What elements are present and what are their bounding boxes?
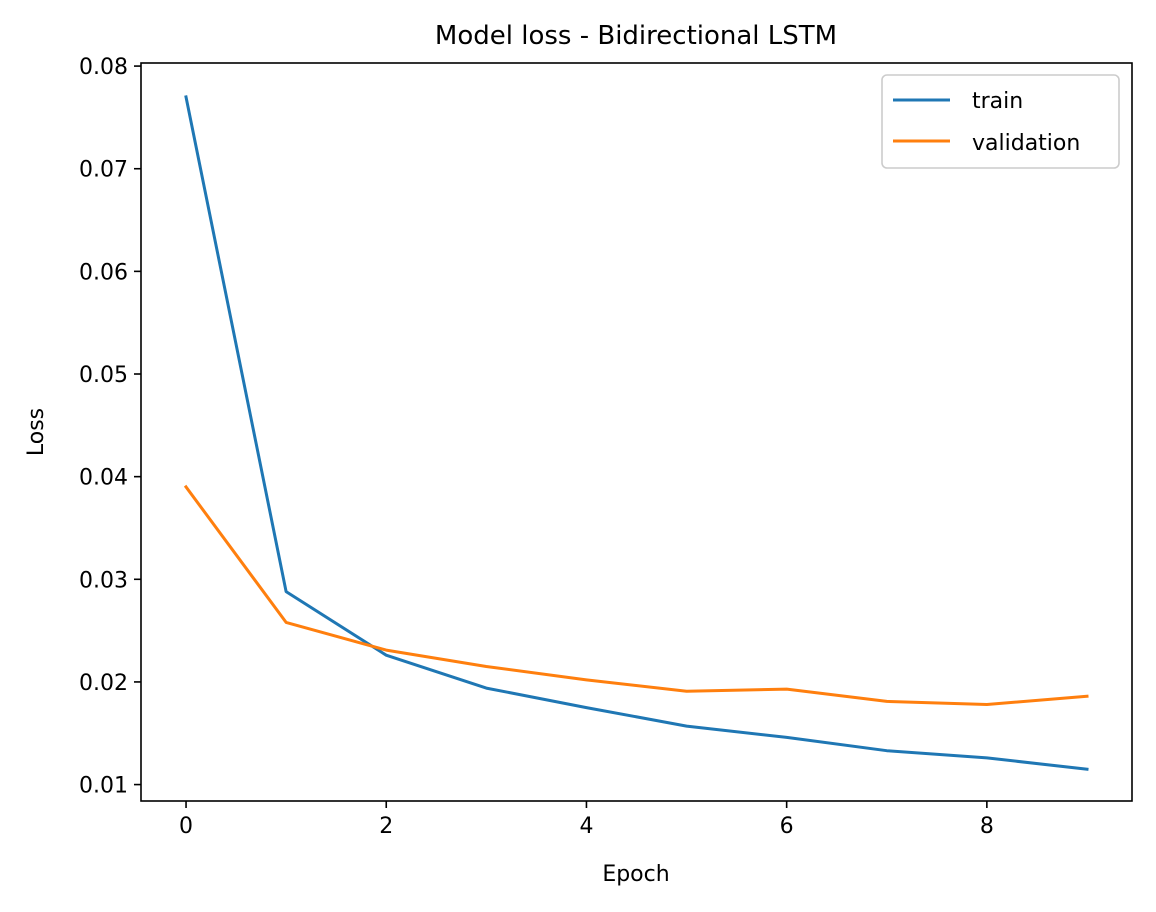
y-tick-label: 0.04 <box>79 466 128 491</box>
x-tick-label: 8 <box>980 814 994 839</box>
x-tick-label: 6 <box>780 814 794 839</box>
y-tick-label: 0.03 <box>79 568 128 593</box>
legend: train validation <box>881 74 1120 169</box>
y-tick-label: 0.07 <box>79 158 128 183</box>
y-tick-label: 0.01 <box>79 774 128 799</box>
legend-label-validation: validation <box>972 131 1080 156</box>
x-axis-label: Epoch <box>602 862 669 887</box>
series-line-validation <box>183 484 1089 706</box>
y-axis-label: Loss <box>24 408 49 456</box>
chart-title: Model loss - Bidirectional LSTM <box>435 21 837 51</box>
x-tick-label: 2 <box>379 814 393 839</box>
x-tick-label: 0 <box>179 814 193 839</box>
y-axis: 0.01 0.02 0.03 0.04 0.05 0.06 0.07 0.08 <box>79 55 141 799</box>
plot-frame <box>140 62 1133 802</box>
legend-box <box>881 74 1120 169</box>
y-tick-label: 0.08 <box>79 55 128 80</box>
series-layer <box>183 95 1089 771</box>
legend-label-train: train <box>972 89 1023 114</box>
y-tick-label: 0.05 <box>79 363 128 388</box>
y-tick-label: 0.06 <box>79 260 128 285</box>
y-tick-label: 0.02 <box>79 671 128 696</box>
series-line-train <box>184 95 1089 771</box>
x-tick-label: 4 <box>579 814 593 839</box>
x-axis: 0 2 4 6 8 <box>179 801 994 839</box>
